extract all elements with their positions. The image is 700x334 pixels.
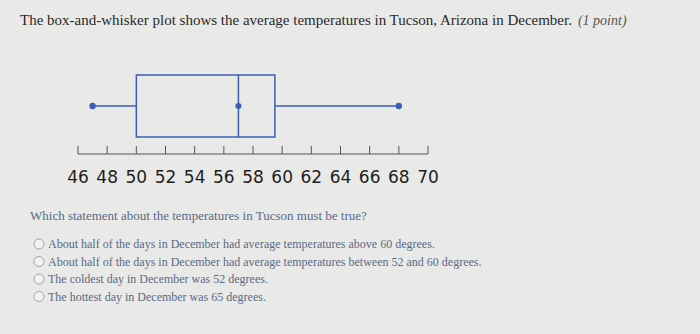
min-dot [89, 103, 95, 109]
x-tick-label: 66 [359, 167, 381, 187]
x-tick-label: 68 [388, 167, 410, 187]
upper-whisker [275, 105, 399, 107]
x-tick [340, 146, 341, 154]
x-tick [223, 146, 224, 154]
x-tick-label: 52 [155, 167, 177, 187]
x-tick-label: 50 [126, 167, 148, 187]
x-tick [107, 146, 108, 154]
x-tick [165, 146, 166, 154]
x-tick-label: 54 [184, 167, 206, 187]
x-tick [282, 146, 283, 154]
x-tick [194, 146, 195, 154]
box [136, 75, 275, 137]
radio[interactable] [34, 274, 44, 284]
page: The box-and-whisker plot shows the avera… [0, 0, 700, 334]
x-tick-label: 48 [96, 167, 118, 187]
x-tick [311, 146, 312, 154]
x-tick-label: 60 [271, 167, 293, 187]
x-tick-label: 70 [417, 167, 439, 187]
option-text: The hottest day in December was 65 degre… [48, 290, 266, 304]
radio[interactable] [34, 257, 44, 267]
radio[interactable] [34, 292, 44, 302]
x-tick-label: 62 [301, 167, 323, 187]
option-text: The coldest day in December was 52 degre… [48, 272, 268, 286]
box-plot [89, 75, 402, 137]
x-tick [136, 146, 137, 154]
x-tick [253, 146, 254, 154]
header-text: The box-and-whisker plot shows the avera… [20, 12, 572, 28]
points: (1 point) [578, 13, 627, 29]
x-tick-label: 64 [330, 167, 352, 187]
x-tick-label: 56 [213, 167, 235, 187]
radio[interactable] [34, 239, 44, 249]
x-tick [369, 146, 370, 154]
question-text: Which statement about the temperatures i… [30, 208, 367, 223]
max-dot [396, 103, 402, 109]
x-tick-label: 46 [67, 167, 89, 187]
x-tick [78, 146, 79, 154]
x-tick [428, 146, 429, 154]
option-text: About half of the days in December had a… [48, 255, 482, 269]
lower-whisker [93, 105, 137, 107]
x-tick [398, 146, 399, 154]
median-dot [235, 103, 241, 109]
option-text: About half of the days in December had a… [48, 237, 435, 251]
x-tick-label: 58 [242, 167, 264, 187]
